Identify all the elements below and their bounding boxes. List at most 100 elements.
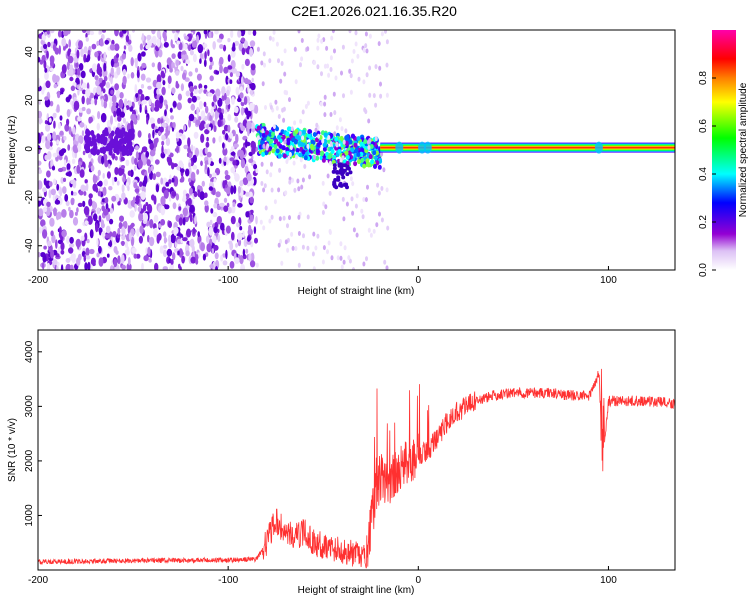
noise-speckle [239, 226, 243, 231]
noise-speckle [214, 252, 219, 260]
noise-speckle [140, 153, 146, 162]
faint-speckle [366, 184, 369, 190]
noise-speckle [85, 255, 91, 260]
noise-speckle [127, 170, 132, 176]
noise-speckle [101, 232, 106, 238]
noise-speckle [145, 44, 150, 50]
noise-speckle [101, 98, 104, 107]
noise-speckle [122, 68, 127, 76]
noise-speckle [114, 30, 119, 37]
noise-speckle [187, 197, 192, 207]
noise-speckle [59, 115, 63, 121]
y-tick-label: 2000 [24, 449, 35, 472]
faint-speckle [289, 145, 293, 151]
faint-speckle [348, 30, 352, 34]
noise-speckle [103, 100, 108, 109]
noise-speckle [176, 102, 182, 111]
faint-speckle [355, 232, 359, 238]
noise-speckle [218, 135, 222, 143]
noise-speckle [223, 205, 229, 212]
faint-speckle [293, 120, 297, 126]
noise-speckle [109, 207, 114, 214]
faint-speckle [259, 219, 263, 225]
noise-speckle [109, 218, 114, 225]
faint-speckle [294, 79, 298, 85]
noise-speckle [155, 184, 160, 193]
noise-speckle [65, 200, 70, 207]
onset-speckle [362, 163, 367, 169]
onset-speckle [339, 167, 344, 171]
noise-speckle [113, 176, 118, 182]
faint-speckle [286, 247, 290, 253]
noise-speckle [84, 220, 89, 225]
noise-speckle [80, 70, 86, 79]
noise-speckle [216, 95, 220, 101]
noise-speckle [99, 72, 102, 77]
noise-speckle [251, 77, 254, 83]
noise-speckle [80, 48, 84, 58]
snr-y-ticks: 1000 2000 3000 4000 [24, 340, 42, 527]
noise-speckle [72, 82, 77, 87]
noise-speckle [62, 186, 67, 194]
faint-speckle [329, 67, 333, 72]
faint-speckle [352, 49, 356, 54]
faint-speckle [385, 265, 389, 270]
faint-speckle [349, 73, 353, 79]
noise-speckle [83, 46, 88, 54]
faint-speckle [385, 92, 389, 98]
noise-speckle [49, 217, 55, 227]
noise-speckle [90, 99, 94, 105]
noise-speckle [141, 100, 147, 105]
noise-speckle [199, 191, 205, 201]
faint-speckle [301, 244, 305, 250]
noise-speckle [78, 40, 83, 49]
noise-speckle [249, 214, 254, 223]
noise-speckle [90, 257, 96, 266]
noise-speckle [204, 147, 208, 155]
faint-speckle [368, 92, 372, 98]
onset-speckle [334, 136, 339, 142]
onset-speckle [315, 148, 320, 154]
faint-speckle [367, 145, 371, 150]
faint-speckle [270, 187, 274, 193]
noise-speckle [154, 49, 159, 58]
noise-speckle [183, 124, 187, 131]
faint-speckle [335, 125, 339, 131]
noise-speckle [123, 106, 127, 113]
noise-speckle [133, 253, 138, 259]
noise-speckle [125, 35, 130, 43]
faint-speckle [348, 258, 352, 264]
faint-speckle [314, 245, 318, 251]
faint-speckle [360, 208, 364, 214]
faint-speckle [273, 199, 277, 205]
noise-speckle [192, 164, 198, 170]
faint-speckle [327, 72, 331, 78]
onset-speckle [304, 151, 309, 157]
noise-speckle [219, 56, 224, 65]
faint-speckle [299, 62, 302, 68]
noise-speckle [52, 259, 58, 266]
noise-speckle [248, 227, 251, 235]
noise-speckle [177, 250, 180, 256]
faint-speckle [261, 81, 265, 87]
onset-speckle [261, 151, 266, 157]
spectrogram-frame [37, 29, 676, 271]
noise-speckle [199, 58, 202, 64]
faint-speckle [339, 255, 343, 261]
noise-speckle [117, 227, 121, 235]
noise-speckle [131, 247, 137, 254]
noise-speckle [253, 163, 258, 170]
noise-speckle [245, 211, 250, 218]
noise-speckle [60, 249, 65, 255]
noise-speckle [161, 140, 165, 146]
faint-speckle [364, 31, 368, 37]
noise-speckle [123, 134, 128, 141]
faint-speckle [327, 135, 331, 140]
noise-speckle [193, 192, 198, 198]
noise-speckle [70, 190, 74, 196]
noise-speckle [248, 253, 252, 262]
faint-speckle [345, 201, 349, 207]
faint-speckle [293, 46, 297, 52]
noise-speckle [56, 104, 60, 113]
faint-speckle [340, 70, 343, 76]
